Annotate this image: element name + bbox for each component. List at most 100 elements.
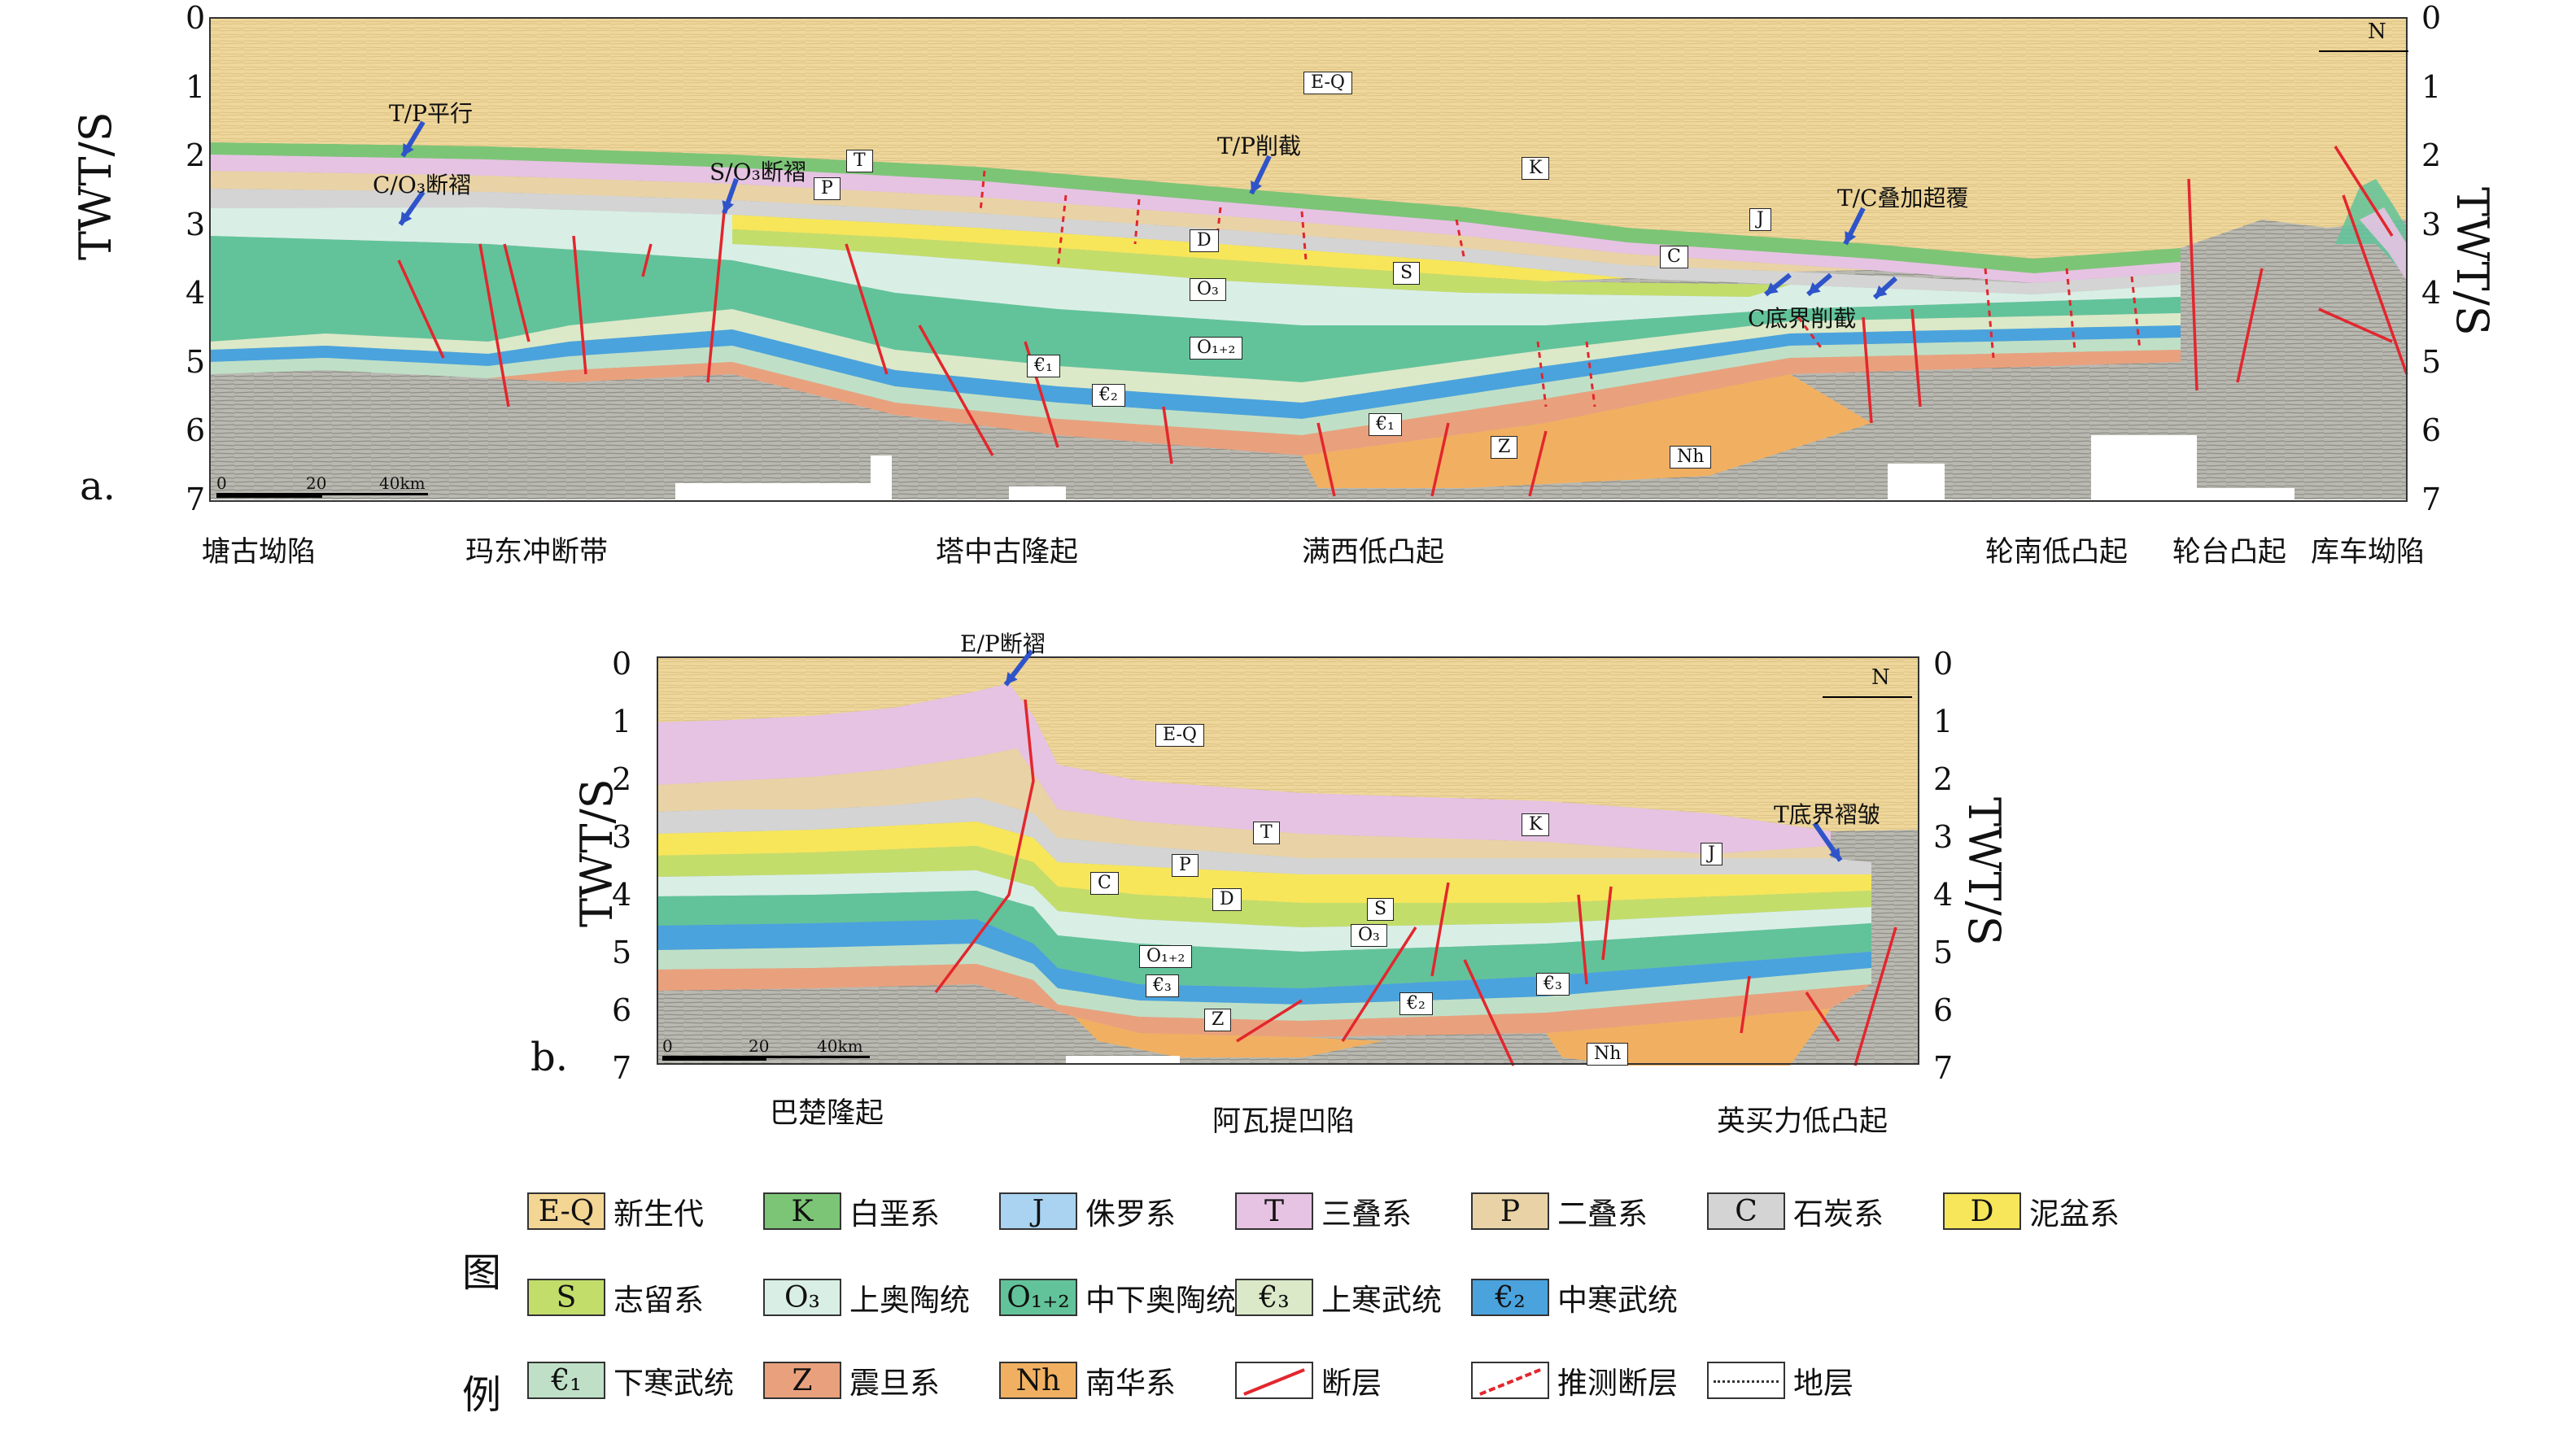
legend-item-name: 侏罗系	[1085, 1197, 1176, 1231]
panel-a-layer-eq	[210, 18, 2407, 259]
legend-item: P 二叠系	[1471, 1192, 1648, 1231]
panel-a-unit-label: P	[814, 177, 841, 200]
legend-item: C 石炭系	[1707, 1192, 1884, 1231]
panel-b-left-tick: 0	[612, 646, 632, 682]
panel-a-left-tick: 2	[186, 137, 206, 173]
panel-a-layer-z	[488, 350, 2181, 456]
panel-b-unit-label: €₂	[1399, 992, 1433, 1015]
panel-a-gap-4	[1888, 464, 1945, 501]
panel-a-faults	[397, 146, 2408, 497]
panel-a-note-4: T/P削截	[1217, 133, 1301, 159]
legend-item-name: 中寒武统	[1557, 1283, 1678, 1318]
panel-b-left-tick: 4	[612, 877, 632, 913]
panel-a-layer-e3	[210, 309, 2181, 403]
panel-a-left-tick: 7	[186, 481, 206, 517]
panel-b-faults	[934, 699, 1897, 1066]
legend-item: O₁₊₂ 中下奥陶统	[999, 1279, 1236, 1318]
panel-a-region-3: 塔中古隆起	[936, 536, 1079, 569]
panel-b-scale-bar: 0 20 40km	[662, 1036, 870, 1061]
panel-b-layer-e1	[657, 944, 1871, 1021]
panel-b-region-2: 阿瓦提凹陷	[1212, 1105, 1356, 1138]
panel-b-right-tick: 2	[1933, 761, 1954, 797]
panel-a-axis-title-left: TWT/S	[70, 111, 121, 260]
annotation-arrow	[400, 120, 426, 158]
panel-b-layer-nh	[1074, 1017, 1383, 1057]
legend-item-name: 二叠系	[1557, 1197, 1648, 1231]
panel-a-note-5: T/C叠加超覆	[1837, 185, 1969, 211]
panel-b-layer-eq	[657, 657, 1919, 831]
legend-item: T 三叠系	[1235, 1192, 1412, 1231]
panel-b-unit-label: C	[1090, 872, 1119, 895]
panel-b-layer-s	[657, 846, 1871, 927]
panel-b-label: b.	[531, 1035, 568, 1080]
panel-a-note-6: C底界削截	[1748, 305, 1857, 332]
panel-a-unit-label: S	[1393, 262, 1421, 285]
panel-b-left-tick: 3	[612, 819, 632, 855]
legend-line-symbol	[1714, 1380, 1779, 1383]
panel-a-right-tick: 4	[2421, 275, 2442, 311]
legend-item-name: 上奥陶统	[849, 1283, 970, 1318]
panel-a-unit-label: E-Q	[1303, 72, 1352, 94]
panel-a-unit-label: €₁	[1027, 355, 1060, 377]
panel-b-unit-label: E-Q	[1155, 724, 1204, 747]
panel-b-right-tick: 3	[1933, 819, 1954, 855]
legend-item: €₃ 上寒武统	[1235, 1279, 1442, 1318]
legend-item: Z 震旦系	[763, 1362, 940, 1401]
panel-b-scale-zero: 0	[662, 1036, 673, 1056]
panel-a-region-5: 轮南低凸起	[1985, 536, 2129, 569]
panel-a-region-1: 塘古坳陷	[202, 536, 317, 569]
panel-a-right-tick: 6	[2421, 412, 2442, 448]
annotation-arrow	[1764, 272, 1792, 297]
panel-b-layer-p	[657, 748, 1831, 858]
panel-a-left-tick: 0	[186, 0, 206, 36]
panel-a-unit-label: O₁₊₂	[1190, 337, 1243, 360]
panel-b-note-2: T底界褶皱	[1774, 801, 1880, 828]
panel-b-unit-label: Z	[1204, 1009, 1232, 1031]
panel-a-layer-s	[732, 229, 1790, 297]
panel-a-scale-mid: 20	[306, 473, 327, 493]
legend-title: 图例	[462, 1212, 511, 1456]
panel-a-north-label: N	[2368, 20, 2386, 44]
panel-a-layer-o3	[210, 207, 2181, 325]
legend-swatch: €₃	[1235, 1279, 1313, 1316]
panel-a-region-7: 库车坳陷	[2311, 536, 2425, 569]
panel-b-right-tick: 0	[1933, 646, 1954, 682]
panel-b-region-3: 英买力低凸起	[1717, 1105, 1888, 1138]
panel-b-layer-z	[657, 964, 1871, 1037]
panel-a-unit-label: D	[1190, 229, 1219, 252]
panel-a-scale-bar: 0 20 40km	[216, 473, 428, 498]
panel-b-north-arrow: N	[1823, 665, 1912, 708]
legend-item-name: 三叠系	[1321, 1197, 1412, 1231]
panel-a-region-4: 满西低凸起	[1302, 536, 1445, 569]
panel-b-layer-c	[657, 797, 1871, 874]
legend-item-name: 南华系	[1085, 1366, 1176, 1401]
panel-a-note-1: T/P平行	[389, 100, 473, 127]
panel-b-left-tick: 5	[612, 935, 632, 970]
panel-a-right-tick: 1	[2421, 68, 2442, 105]
legend-swatch: T	[1235, 1192, 1313, 1230]
panel-a-left-tick: 1	[186, 68, 206, 105]
legend-swatch	[1707, 1362, 1785, 1399]
panel-b-note-1: E/P断褶	[960, 630, 1046, 657]
legend-swatch: J	[999, 1192, 1077, 1230]
panel-b-unit-label: K	[1522, 813, 1550, 836]
panel-a-axis-title-right: TWT/S	[2447, 187, 2498, 336]
annotation-arrow	[1249, 155, 1272, 195]
panel-b	[657, 656, 1919, 1066]
legend-item: 地层	[1707, 1362, 1853, 1401]
legend-swatch: O₃	[763, 1279, 841, 1316]
legend-swatch: O₁₊₂	[999, 1279, 1077, 1316]
legend-item-name: 中下奥陶统	[1085, 1283, 1236, 1318]
panel-a-north-arrow: N	[2319, 20, 2408, 62]
panel-b-layer-d	[657, 822, 1871, 903]
panel-a-unit-label: Z	[1491, 436, 1518, 459]
legend-swatch: P	[1471, 1192, 1549, 1230]
panel-b-unit-label: €₃	[1536, 973, 1570, 996]
panel-a-unit-label: Nh	[1670, 446, 1712, 469]
legend-line-symbol	[1243, 1368, 1305, 1396]
annotation-arrow	[1872, 276, 1898, 300]
legend-swatch	[1471, 1362, 1549, 1399]
panel-b-unit-label: Nh	[1587, 1043, 1629, 1066]
panel-b-left-tick: 1	[612, 704, 632, 739]
panel-b-right-tick: 4	[1933, 877, 1954, 913]
